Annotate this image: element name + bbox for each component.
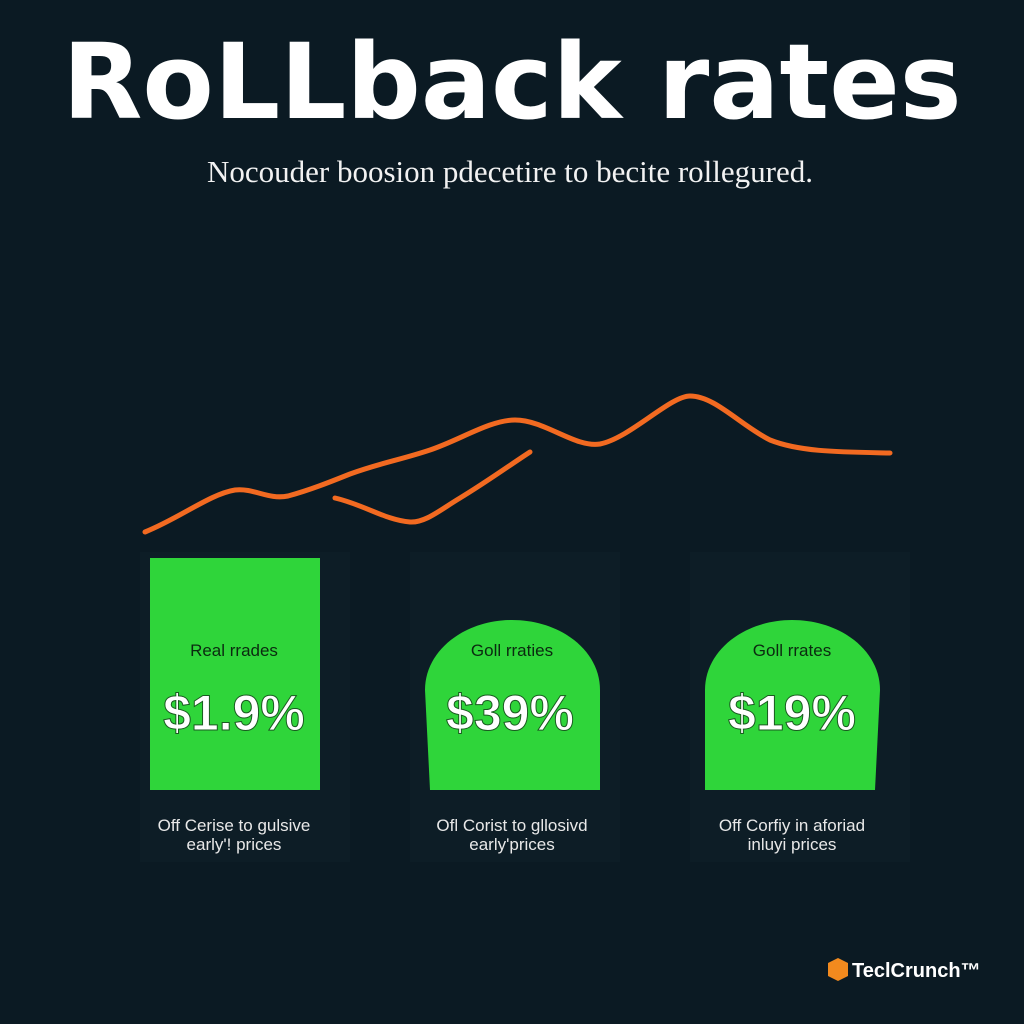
card-shape [705,620,880,790]
card-value: $19% [728,685,856,741]
card-shape [425,620,600,790]
card-caption: Ofl Corist to gllosivd [436,816,587,835]
card-label: Real rrades [190,641,278,660]
card-caption: early'! prices [187,835,282,854]
card-caption: inluyi prices [748,835,837,854]
card-value: $1.9% [163,685,305,741]
card-value: $39% [446,685,574,741]
logo: TeclCrunch™ [852,960,981,982]
card-label: Goll rraties [471,641,553,660]
decorative-line [142,393,893,535]
card-caption: earlyʹprices [469,835,554,854]
title: RoLLback rates [62,21,961,143]
card-caption: Off Corfiy in aforiad [719,816,865,835]
trend-line-branch [332,449,533,525]
logo-icon [828,958,848,981]
card-label: Goll rrates [753,641,831,660]
card-shape [150,558,320,790]
subtitle: Nocouder boosion pdecetire to becite rol… [207,154,813,189]
card-caption: Off Cerise to gulsive [158,816,311,835]
trend-line [142,393,893,535]
